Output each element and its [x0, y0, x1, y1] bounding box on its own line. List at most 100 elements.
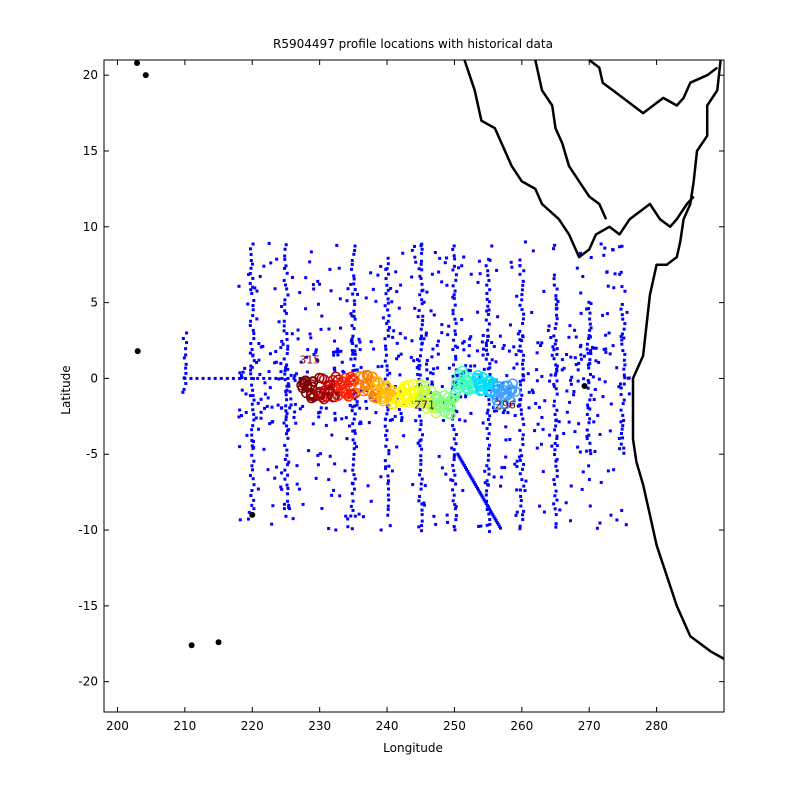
historical-point — [275, 465, 279, 469]
historical-point — [296, 328, 300, 332]
historical-point — [621, 349, 625, 353]
historical-point — [349, 514, 353, 518]
x-tick-label: 260 — [510, 719, 533, 733]
historical-point — [531, 391, 535, 395]
historical-point — [413, 306, 417, 310]
historical-point — [254, 416, 258, 420]
historical-point — [353, 248, 357, 252]
historical-point — [519, 349, 523, 353]
historical-point — [386, 262, 390, 266]
historical-point — [286, 367, 290, 371]
historical-point — [350, 409, 354, 413]
historical-point — [473, 364, 477, 368]
historical-point — [604, 347, 608, 351]
historical-point — [589, 335, 593, 339]
historical-point — [552, 277, 556, 281]
historical-point — [437, 454, 441, 458]
historical-point — [589, 301, 593, 305]
historical-point — [451, 479, 455, 483]
historical-point — [486, 505, 490, 509]
historical-point — [419, 419, 423, 423]
historical-point — [383, 417, 387, 421]
historical-point — [353, 352, 357, 356]
historical-point — [386, 308, 390, 312]
historical-point — [351, 468, 355, 472]
historical-point — [418, 354, 422, 358]
historical-point — [353, 477, 357, 481]
historical-point — [518, 379, 522, 383]
historical-point — [350, 348, 354, 352]
historical-point — [586, 379, 590, 383]
historical-point — [271, 420, 275, 424]
historical-point — [252, 483, 256, 487]
historical-point — [320, 314, 324, 318]
float-profile-marker — [354, 371, 366, 382]
historical-point — [379, 475, 383, 479]
historical-point — [515, 465, 519, 469]
historical-point — [451, 312, 455, 316]
historical-point — [509, 260, 513, 264]
historical-point — [465, 467, 469, 471]
historical-point — [250, 365, 254, 369]
historical-point — [279, 361, 283, 365]
historical-point — [494, 519, 498, 523]
historical-point — [449, 396, 453, 400]
historical-point — [351, 499, 355, 503]
historical-point — [386, 474, 390, 478]
historical-point — [219, 376, 223, 380]
historical-point — [297, 487, 301, 491]
historical-point — [353, 397, 357, 401]
historical-point — [251, 314, 255, 318]
historical-point — [353, 391, 357, 395]
historical-point — [416, 373, 420, 377]
historical-point — [283, 247, 287, 251]
historical-point — [319, 406, 323, 410]
historical-point — [402, 434, 406, 438]
historical-point — [386, 288, 390, 292]
historical-point — [612, 286, 616, 290]
historical-point — [598, 521, 602, 525]
historical-point — [499, 484, 503, 488]
historical-point — [481, 353, 485, 357]
historical-point — [485, 309, 489, 313]
historical-point — [357, 512, 361, 516]
historical-point — [554, 338, 558, 342]
historical-point — [386, 373, 390, 377]
historical-point — [552, 283, 556, 287]
historical-point — [550, 353, 554, 357]
historical-point — [569, 519, 573, 523]
float-profile-marker — [447, 393, 458, 405]
historical-point — [588, 317, 592, 321]
historical-point — [618, 245, 622, 249]
historical-point — [453, 257, 457, 261]
historical-point — [251, 262, 255, 266]
historical-point — [556, 299, 560, 303]
historical-point — [266, 396, 270, 400]
historical-point — [348, 424, 352, 428]
historical-point — [418, 428, 422, 432]
historical-point — [358, 340, 362, 344]
historical-point — [564, 501, 568, 505]
historical-point — [460, 318, 464, 322]
historical-point — [417, 267, 421, 271]
historical-point — [355, 368, 359, 372]
historical-point — [289, 373, 293, 377]
historical-point — [430, 407, 434, 411]
historical-point — [282, 507, 286, 511]
historical-point — [558, 508, 562, 512]
historical-point — [387, 487, 391, 491]
historical-point — [486, 334, 490, 338]
historical-point — [520, 393, 524, 397]
historical-point — [280, 406, 284, 410]
historical-point — [250, 488, 254, 492]
historical-point — [250, 433, 254, 437]
historical-point — [436, 339, 440, 343]
historical-point — [486, 352, 490, 356]
historical-point — [453, 329, 457, 333]
historical-point — [553, 412, 557, 416]
historical-point — [488, 518, 492, 522]
historical-point — [298, 407, 302, 411]
historical-point — [399, 412, 403, 416]
historical-point — [353, 317, 357, 321]
historical-point — [508, 387, 512, 391]
